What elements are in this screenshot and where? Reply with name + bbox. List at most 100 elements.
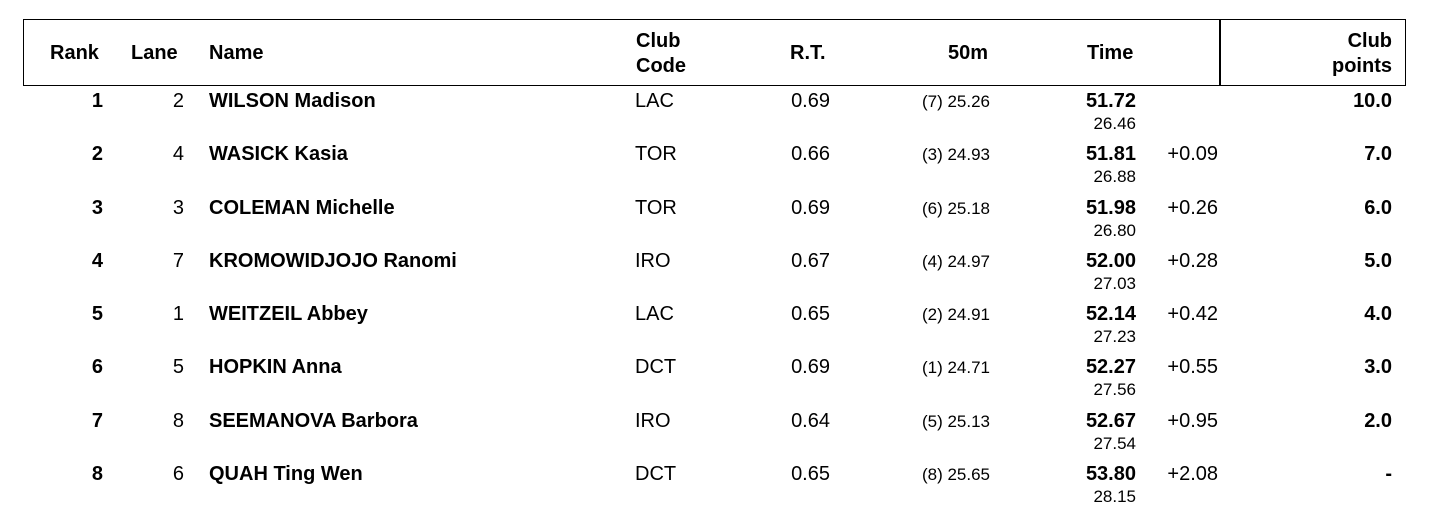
time-behind: +2.08 (1167, 463, 1218, 486)
lane-cell: 6 (172, 463, 184, 486)
table-row: 1 2 WILSON Madison LAC 0.69 (7) 25.26 51.72 10.… (0, 86, 1430, 139)
split-50m: (2) 24.91 (921, 305, 990, 325)
lane-cell: 2 (172, 90, 184, 112)
final-time: 53.80 (1085, 463, 1136, 486)
rank-cell: 5 (91, 303, 103, 326)
lane-cell: 1 (172, 303, 184, 326)
final-time: 52.00 (1085, 249, 1136, 272)
split-100m: 28.15 (1093, 487, 1136, 507)
results-table-header: Rank Lane Name Club Code R.T. 50m Time C… (23, 19, 1406, 86)
split-100m: 27.23 (1093, 327, 1136, 347)
lane-cell: 7 (172, 249, 184, 272)
header-rank: Rank (50, 42, 99, 64)
rank-cell: 1 (91, 90, 103, 112)
results-table-body: 1 2 WILSON Madison LAC 0.69 (7) 25.26 51.72 10.… (0, 86, 1430, 512)
lane-cell: 4 (172, 143, 184, 166)
time-behind: +0.55 (1167, 356, 1218, 379)
club-code: DCT (635, 463, 677, 486)
final-time: 52.14 (1085, 303, 1136, 326)
club-code: IRO (635, 409, 671, 432)
athlete-name: KROMOWIDJOJO Ranomi (209, 249, 457, 272)
split-50m: (8) 25.65 (921, 465, 990, 485)
header-50m: 50m (948, 42, 989, 64)
club-code: TOR (635, 196, 677, 219)
table-row: 8 6 QUAH Ting Wen DCT 0.65 (8) 25.65 53.80 +2.0… (0, 459, 1430, 512)
rank-cell: 4 (91, 249, 103, 272)
athlete-name: HOPKIN Anna (209, 356, 342, 379)
athlete-name: SEEMANOVA Barbora (209, 409, 418, 432)
final-time: 51.72 (1085, 90, 1136, 112)
rank-cell: 6 (91, 356, 103, 379)
rank-cell: 2 (91, 143, 103, 166)
split-100m: 26.80 (1093, 220, 1136, 240)
header-name: Name (209, 42, 264, 64)
time-behind: +0.09 (1167, 143, 1218, 166)
rank-cell: 7 (91, 409, 103, 432)
club-points: 5.0 (1364, 249, 1392, 272)
athlete-name: COLEMAN Michelle (209, 196, 395, 219)
club-code: DCT (635, 356, 677, 379)
final-time: 51.81 (1085, 143, 1136, 166)
header-club-points-line1: Club (1347, 30, 1392, 52)
header-club-points-line2: points (1332, 55, 1392, 77)
reaction-time: 0.64 (791, 409, 830, 432)
table-row: 6 5 HOPKIN Anna DCT 0.69 (1) 24.71 52.27 +0.55 3… (0, 352, 1430, 405)
final-time: 51.98 (1085, 196, 1136, 219)
table-row: 4 7 KROMOWIDJOJO Ranomi IRO 0.67 (4) 24.97 52.… (0, 246, 1430, 299)
club-points: 6.0 (1364, 196, 1392, 219)
club-code: LAC (635, 90, 674, 112)
lane-cell: 5 (172, 356, 184, 379)
table-row: 2 4 WASICK Kasia TOR 0.66 (3) 24.93 51.81 +0.09… (0, 139, 1430, 192)
split-50m: (7) 25.26 (921, 92, 990, 111)
final-time: 52.27 (1085, 356, 1136, 379)
table-row: 5 1 WEITZEIL Abbey LAC 0.65 (2) 24.91 52.14 +0.… (0, 299, 1430, 352)
athlete-name: WASICK Kasia (209, 143, 348, 166)
reaction-time: 0.66 (791, 143, 830, 166)
club-points: 4.0 (1364, 303, 1392, 326)
rank-cell: 8 (91, 463, 103, 486)
split-100m: 27.03 (1093, 273, 1136, 293)
time-behind: +0.26 (1167, 196, 1218, 219)
final-time: 52.67 (1085, 409, 1136, 432)
lane-cell: 8 (172, 409, 184, 432)
header-club-code-line2: Code (636, 55, 686, 77)
split-50m: (6) 25.18 (921, 198, 990, 218)
split-50m: (4) 24.97 (921, 251, 990, 271)
club-points: 10.0 (1353, 90, 1392, 112)
split-100m: 27.56 (1093, 380, 1136, 400)
table-row: 7 8 SEEMANOVA Barbora IRO 0.64 (5) 25.13 52.67… (0, 406, 1430, 459)
split-50m: (5) 25.13 (921, 411, 990, 431)
club-points: - (1385, 463, 1392, 486)
club-points: 7.0 (1364, 143, 1392, 166)
rank-cell: 3 (91, 196, 103, 219)
time-behind: +0.28 (1167, 249, 1218, 272)
athlete-name: WILSON Madison (209, 90, 376, 112)
club-points: 3.0 (1364, 356, 1392, 379)
athlete-name: WEITZEIL Abbey (209, 303, 368, 326)
table-row: 3 3 COLEMAN Michelle TOR 0.69 (6) 25.18 51.98 +… (0, 193, 1430, 246)
time-behind: +0.42 (1167, 303, 1218, 326)
header-divider (1219, 20, 1221, 85)
lane-cell: 3 (172, 196, 184, 219)
reaction-time: 0.65 (791, 463, 830, 486)
header-club-code-line1: Club (636, 30, 681, 52)
reaction-time: 0.67 (791, 249, 830, 272)
time-behind: +0.95 (1167, 409, 1218, 432)
header-lane: Lane (131, 42, 178, 64)
club-code: LAC (635, 303, 674, 326)
split-100m: 27.54 (1093, 433, 1136, 453)
reaction-time: 0.65 (791, 303, 830, 326)
club-points: 2.0 (1364, 409, 1392, 432)
split-100m: 26.46 (1093, 114, 1136, 133)
split-50m: (1) 24.71 (921, 358, 990, 378)
header-time: Time (1087, 42, 1134, 64)
club-code: TOR (635, 143, 677, 166)
split-100m: 26.88 (1093, 167, 1136, 187)
club-code: IRO (635, 249, 671, 272)
athlete-name: QUAH Ting Wen (209, 463, 363, 486)
header-rt: R.T. (790, 42, 826, 64)
reaction-time: 0.69 (791, 90, 830, 112)
reaction-time: 0.69 (791, 356, 830, 379)
reaction-time: 0.69 (791, 196, 830, 219)
split-50m: (3) 24.93 (921, 145, 990, 165)
